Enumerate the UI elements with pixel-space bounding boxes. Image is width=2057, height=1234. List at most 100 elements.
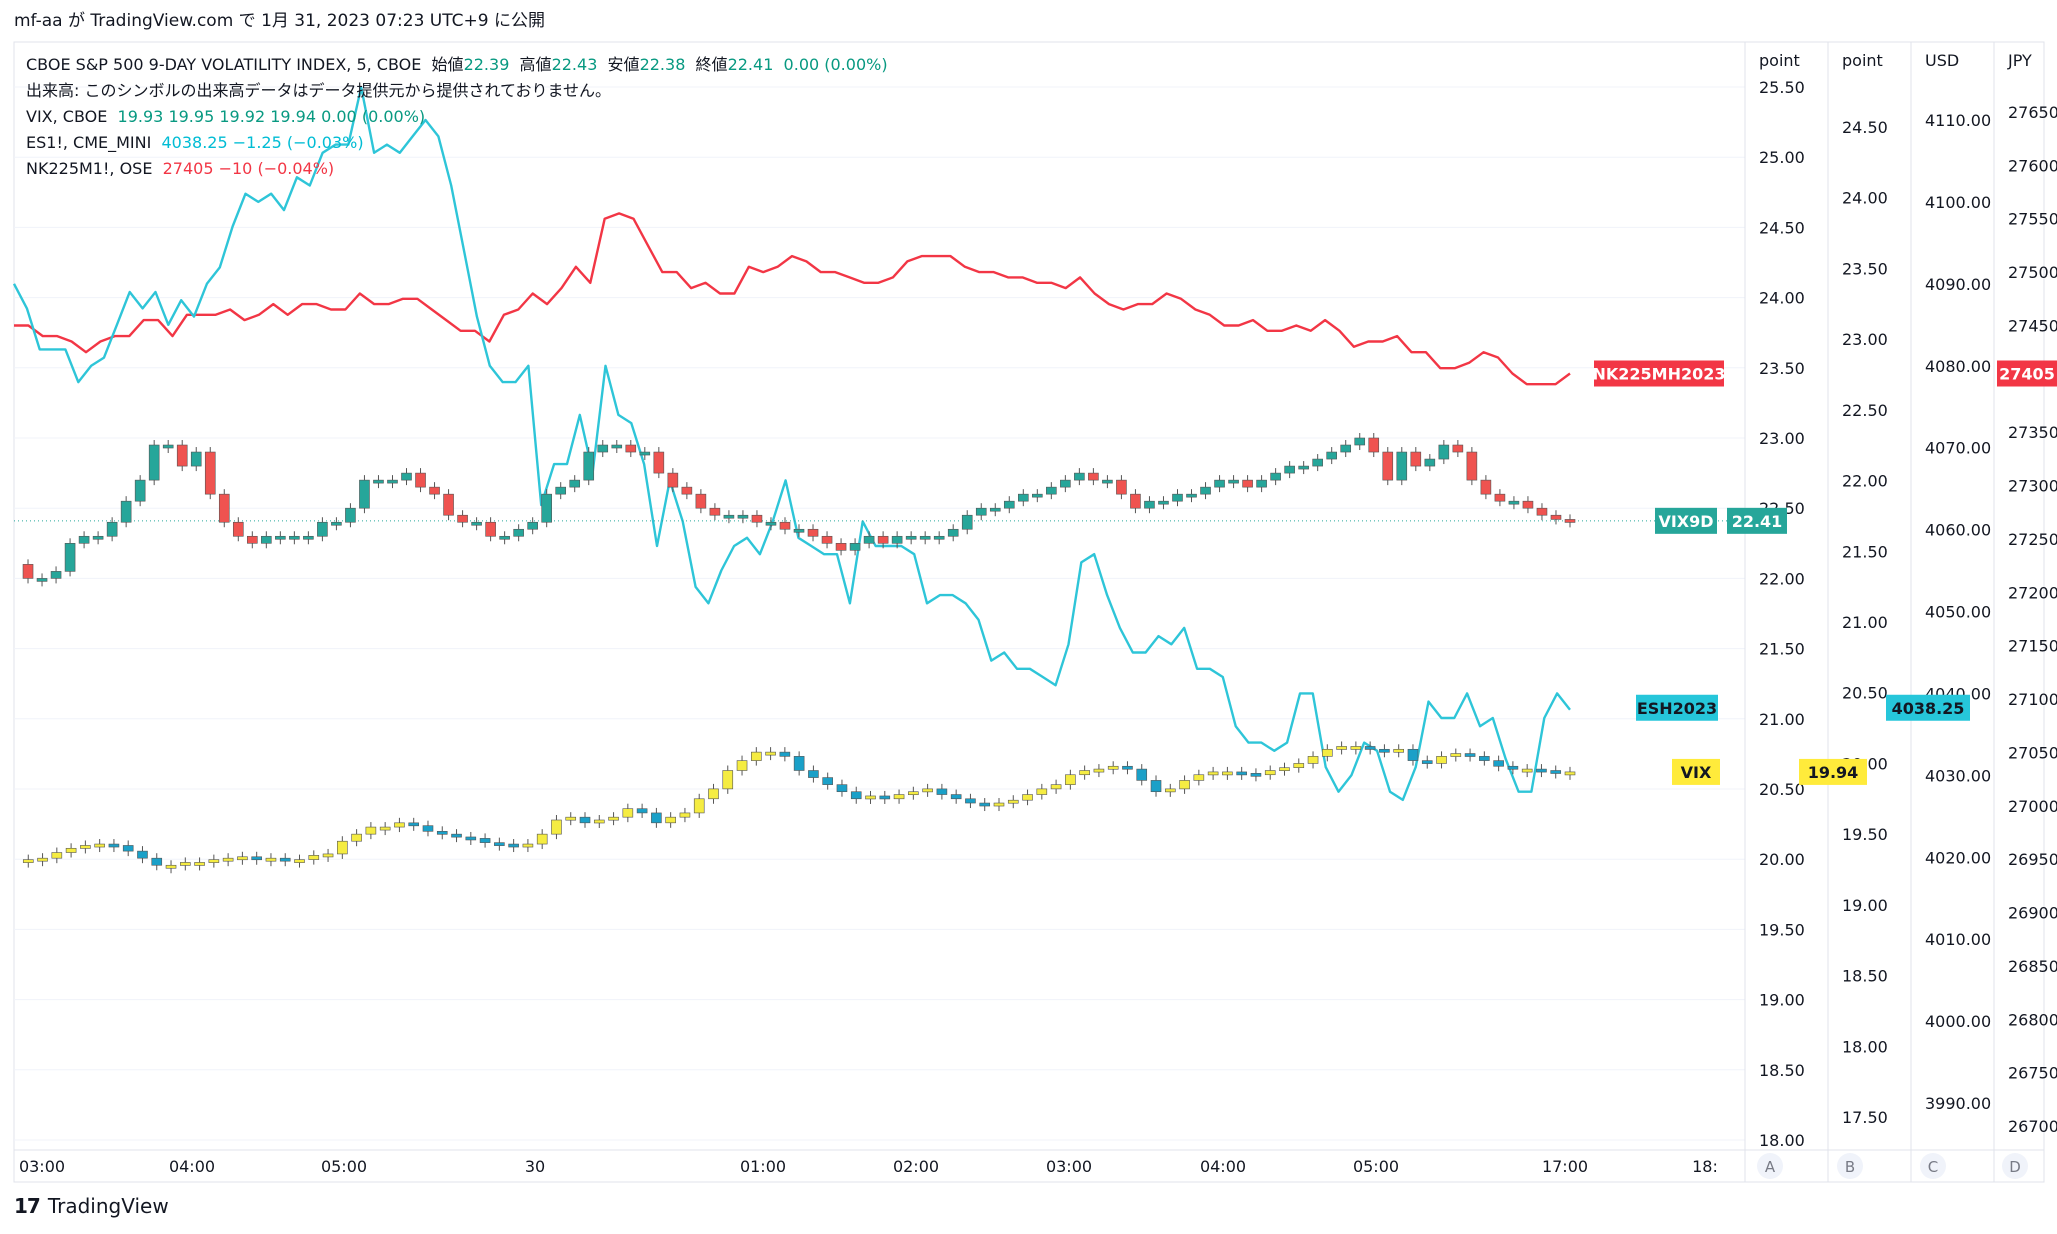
chart-lines	[12, 85, 1745, 802]
vix-candle	[322, 853, 334, 858]
vix-candle	[865, 795, 876, 800]
vix-candle	[1350, 746, 1362, 750]
vix9d-candle	[1522, 500, 1534, 509]
vix9d-label-tag-bg	[1655, 507, 1717, 534]
vix9d-candle	[919, 535, 931, 540]
axis-b-tick: 19.50	[1842, 825, 1888, 844]
vix9d-candle	[359, 479, 370, 509]
axis-b-tick: 21.00	[1842, 613, 1888, 632]
vix9d-candle	[681, 486, 693, 495]
vix-candle	[822, 777, 833, 785]
vix9d-candle	[1298, 465, 1309, 470]
axis-d-tick: 27000	[2008, 797, 2057, 816]
legend-low: 22.38	[639, 55, 686, 74]
vix-candle	[736, 760, 748, 771]
axis-c-tick: 4050.00	[1925, 603, 1991, 622]
axis-b-tick: 20.50	[1842, 684, 1888, 703]
vix-candle	[1479, 756, 1490, 761]
vix9d-candle	[78, 535, 90, 544]
vix-candle	[1022, 794, 1033, 801]
legend-vix: VIX, CBOE 19.93 19.95 19.92 19.94 0.00 (…	[26, 104, 888, 130]
vix-candle	[1179, 780, 1190, 790]
vix9d-candle	[1186, 493, 1197, 498]
vix9d-candle	[1452, 444, 1464, 453]
axis-d-tick: 26800	[2008, 1010, 2057, 1029]
vix9d-candle	[793, 528, 805, 533]
vix9d-candle	[1200, 486, 1211, 495]
vix-candle	[565, 816, 577, 821]
vix-candle	[1065, 774, 1076, 785]
vix-candle	[708, 788, 719, 800]
vix9d-candle	[863, 535, 875, 544]
vix-candle	[808, 770, 819, 778]
vix9d-candle	[849, 542, 861, 551]
vix-candle	[936, 788, 948, 795]
axis-c-tick: 4060.00	[1925, 521, 1991, 540]
vix-candle	[751, 751, 762, 761]
vix-candle	[1436, 756, 1447, 764]
vix9d-candle	[1382, 451, 1394, 481]
vix9d-candle	[527, 521, 538, 530]
es-value-tag-bg	[1886, 694, 1970, 721]
axis-a-tick: 19.50	[1759, 920, 1805, 939]
axis-header-a: point	[1759, 51, 1800, 70]
vix-candle	[508, 843, 519, 848]
vix-candle	[1250, 773, 1262, 777]
axis-c-tick: 4090.00	[1925, 275, 1991, 294]
axis-c-tick: 4080.00	[1925, 357, 1991, 376]
vix-candle	[222, 857, 234, 862]
axis-a-tick: 21.50	[1759, 640, 1805, 659]
tradingview-footer[interactable]: 17 TradingView	[14, 1194, 169, 1218]
vix-candle	[665, 816, 676, 824]
vix-candle	[294, 859, 305, 863]
vix-candle	[551, 819, 562, 835]
axis-a-tick: 25.50	[1759, 78, 1805, 97]
vix9d-candle	[429, 486, 440, 495]
vix9d-candle	[261, 535, 272, 544]
vix9d-candle	[653, 451, 665, 474]
vix9d-candle	[1396, 451, 1408, 481]
vix9d-candle	[723, 514, 735, 519]
vix9d-candle	[387, 479, 398, 484]
vix9d-candle	[1536, 507, 1548, 516]
axis-d-tick: 27200	[2008, 583, 2057, 602]
vix-candle	[1293, 763, 1305, 768]
vix-candle	[408, 822, 420, 827]
vix9d-candle	[1340, 444, 1352, 453]
vix9d-candle	[1228, 479, 1239, 484]
legend-high: 22.43	[551, 55, 598, 74]
axis-d-tick: 27300	[2008, 477, 2057, 496]
vix9d-candle	[821, 535, 833, 544]
vix9d-candle	[975, 507, 987, 516]
axis-b-tick: 24.50	[1842, 118, 1888, 137]
vix9d-candle	[1214, 479, 1225, 488]
scale-button-circle	[1920, 1153, 1946, 1179]
vix-candle	[1393, 748, 1404, 753]
legend-open: 22.39	[463, 55, 510, 74]
axis-a-tick: 23.50	[1759, 359, 1805, 378]
vix-candle	[279, 857, 291, 862]
legend-es-name: ES1!, CME_MINI	[26, 133, 152, 152]
legend-volume-note: 出来高: このシンボルの出来高データはデータ提供元から提供されておりません。	[26, 81, 612, 100]
es-label-tag-bg	[1636, 694, 1718, 721]
vix9d-candle	[709, 507, 721, 516]
vix-value-tag-bg	[1799, 758, 1867, 785]
vix-candle	[1093, 768, 1105, 773]
vix-candle	[494, 842, 505, 846]
vix-candle	[108, 843, 120, 848]
vix9d-candle	[1172, 493, 1183, 502]
tradingview-logo-icon: 17	[14, 1194, 41, 1218]
vix-value-tag: 19.94	[1808, 763, 1859, 782]
vix9d-candle	[737, 514, 749, 519]
scale-button-c: C	[1928, 1158, 1938, 1176]
axis-a-tick: 19.00	[1759, 991, 1805, 1010]
x-tick: 01:00	[740, 1157, 786, 1176]
vix9d-candle	[1158, 500, 1169, 505]
scale-button-d: D	[2009, 1158, 2021, 1176]
vix-candle	[850, 791, 862, 800]
x-tick: 04:00	[169, 1157, 215, 1176]
vix9d-candle	[1550, 514, 1562, 520]
vix-candle	[651, 812, 662, 824]
vix-candle	[65, 847, 77, 853]
